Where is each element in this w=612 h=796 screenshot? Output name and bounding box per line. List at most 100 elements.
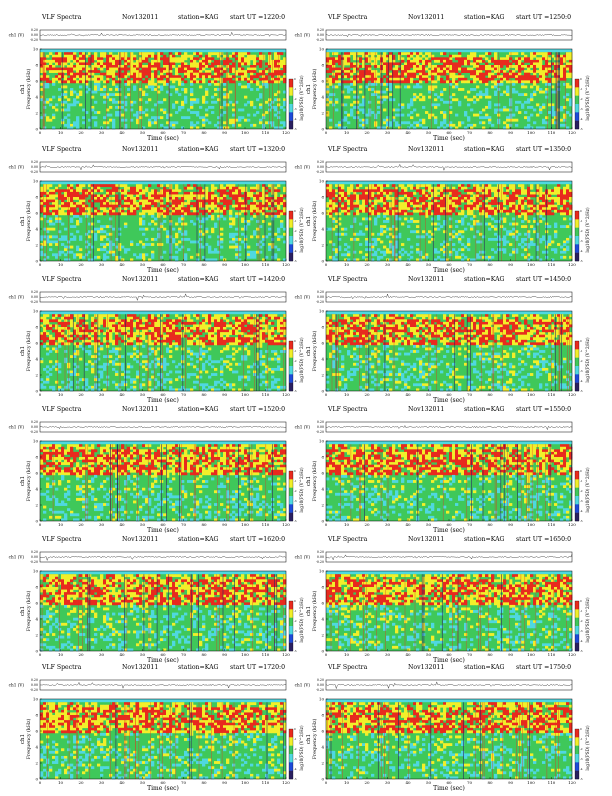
spectrogram-cell: [329, 93, 332, 96]
spectrogram-cell: [190, 60, 193, 63]
spectrogram-cell: [416, 96, 419, 99]
spectrogram-cell: [130, 194, 133, 197]
spectrogram-cell: [139, 217, 142, 220]
spectrogram-cell: [452, 210, 455, 213]
spectrogram-cell: [100, 55, 103, 58]
spectrogram-cell: [121, 189, 124, 192]
spectrogram-cell: [410, 70, 413, 73]
spectrogram-cell: [494, 225, 497, 228]
spectrogram-cell: [64, 246, 67, 249]
spectrogram-cell: [527, 189, 530, 192]
spectrogram-cell: [166, 235, 169, 238]
spectrogram-cell: [70, 52, 73, 55]
spectrogram-cell: [148, 194, 151, 197]
spectrogram-cell: [103, 248, 106, 251]
spectrogram-cell: [521, 65, 524, 68]
spectrogram-cell: [229, 189, 232, 192]
spectrogram-cell: [506, 65, 509, 68]
spectrogram-cell: [560, 70, 563, 73]
spectrogram-cell: [455, 197, 458, 200]
spectrogram-cell: [542, 57, 545, 60]
spectrogram-cell: [389, 75, 392, 78]
spectrogram-cell: [341, 189, 344, 192]
spectrogram-cell: [40, 197, 43, 200]
spectrogram-cell: [64, 101, 67, 104]
spectrogram-cell: [253, 75, 256, 78]
spectrogram-cell: [461, 70, 464, 73]
spectrogram-cell: [527, 70, 530, 73]
spectrogram-cell: [404, 65, 407, 68]
spectrogram-cell: [133, 202, 136, 205]
spectrogram-cell: [476, 184, 479, 187]
spectrogram-cell: [211, 189, 214, 192]
spectrogram-cell: [121, 73, 124, 76]
spectrogram-cell: [449, 225, 452, 228]
spectrogram-cell: [184, 210, 187, 213]
spectrogram-cell: [214, 75, 217, 78]
spectrogram-cell: [100, 200, 103, 203]
spectrogram-cell: [512, 60, 515, 63]
spectrogram-cell: [374, 253, 377, 256]
spectrogram-cell: [428, 65, 431, 68]
spectrogram-cell: [145, 60, 148, 63]
panel-date: Nov132011: [408, 146, 444, 153]
spectrogram-cell: [112, 253, 115, 256]
spectrogram-cell: [533, 60, 536, 63]
spectrogram-cell: [488, 78, 491, 81]
spectrogram-cell: [347, 207, 350, 210]
spectrogram-cell: [470, 210, 473, 213]
spectrogram-cell: [428, 116, 431, 119]
spectrogram-cell: [512, 192, 515, 195]
spectrogram-cell: [190, 55, 193, 58]
spectrogram-cell: [566, 85, 569, 88]
spectrogram-cell: [548, 207, 551, 210]
spectrogram-cell: [127, 93, 130, 96]
spectrogram-cell: [160, 194, 163, 197]
spectrogram-cell: [347, 187, 350, 190]
spectrogram-cell: [133, 57, 136, 60]
spectrogram-cell: [383, 52, 386, 55]
spectrogram-cell: [461, 57, 464, 60]
spectrogram-cell: [79, 205, 82, 208]
spectrogram-cell: [64, 205, 67, 208]
spectrogram-cell: [536, 60, 539, 63]
spectrogram-cell: [160, 197, 163, 200]
spectrogram-cell: [199, 70, 202, 73]
spectrogram-cell: [560, 119, 563, 122]
x-tick-label: 90: [222, 262, 228, 267]
spectrogram-cell: [151, 238, 154, 241]
spectrogram-cell: [265, 215, 268, 218]
x-tick-label: 70: [467, 130, 473, 135]
spectrogram-cell: [154, 70, 157, 73]
spectrogram-cell: [467, 212, 470, 215]
spectrogram-cell: [506, 197, 509, 200]
spectrogram-cell: [229, 80, 232, 83]
spectrogram-cell: [455, 83, 458, 86]
spectrogram-cell: [434, 194, 437, 197]
spectrogram-cell: [503, 202, 506, 205]
spectrogram-cell: [211, 106, 214, 109]
spectrogram-cell: [476, 85, 479, 88]
spectrogram-cell: [494, 85, 497, 88]
spectrogram-cell: [455, 202, 458, 205]
spectrogram-cell: [542, 68, 545, 71]
spectrogram-cell: [142, 256, 145, 259]
spectrogram-cell: [166, 194, 169, 197]
spectrogram-cell: [274, 246, 277, 249]
spectrogram-cell: [533, 83, 536, 86]
spectrogram-cell: [193, 197, 196, 200]
spectrogram-cell: [196, 200, 199, 203]
spectrogram-cell: [326, 91, 329, 94]
spectrogram-cell: [548, 194, 551, 197]
spectrogram-cell: [455, 233, 458, 236]
spectrogram-cell: [106, 225, 109, 228]
spectrogram-cell: [91, 68, 94, 71]
spectrogram-cell: [82, 207, 85, 210]
spectrogram-cell: [199, 200, 202, 203]
spectrogram-cell: [139, 223, 142, 226]
spectrogram-cell: [377, 205, 380, 208]
spectrogram-cell: [181, 68, 184, 71]
spectrogram-cell: [527, 246, 530, 249]
spectrogram-cell: [359, 251, 362, 254]
spectrogram-cell: [256, 210, 259, 213]
